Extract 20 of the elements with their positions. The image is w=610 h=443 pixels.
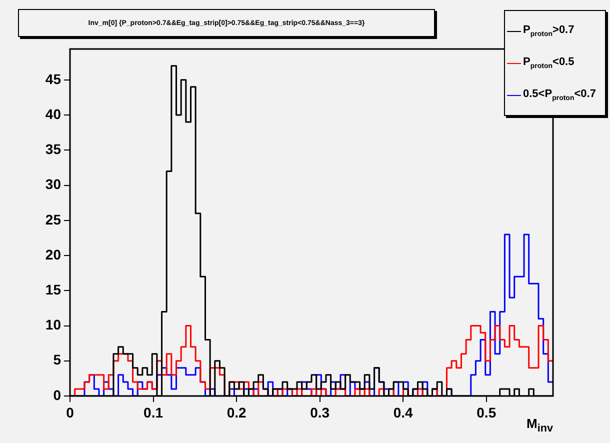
- y-tick-label: 35: [45, 141, 62, 158]
- y-tick-label: 30: [45, 176, 62, 192]
- legend-label: P$_{proton}$>0.7: [523, 24, 574, 38]
- legend-label: P$_{proton}$<0.5: [523, 56, 574, 70]
- y-tick-label: 15: [45, 281, 62, 298]
- y-tick-label: 5: [53, 352, 62, 368]
- x-tick-label: 0.3: [310, 404, 330, 420]
- x-tick-label: 0.1: [144, 404, 164, 420]
- x-tick-label: 0.2: [226, 404, 246, 420]
- y-tick-label: 40: [45, 106, 62, 122]
- y-tick-label: 25: [45, 211, 62, 228]
- y-tick-label: 45: [45, 70, 62, 87]
- x-axis-title: M$_{inv}$: [526, 416, 553, 435]
- legend-label: 0.5<P$_{proton}$<0.7: [523, 88, 596, 102]
- y-tick-label: 10: [45, 316, 62, 333]
- y-tick-label: 0: [53, 386, 62, 403]
- x-tick-label: 0: [66, 404, 74, 420]
- x-tick-label: 0.5: [476, 404, 496, 420]
- x-tick-label: 0.4: [393, 404, 414, 420]
- y-tick-label: 20: [45, 246, 62, 262]
